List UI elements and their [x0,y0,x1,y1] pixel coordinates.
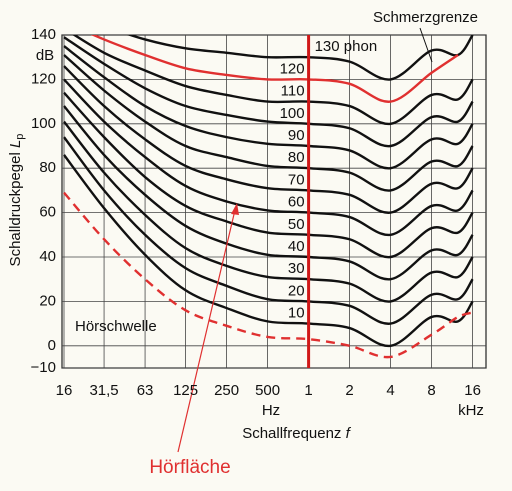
loudness-curve [63,36,474,148]
y-tick-label: −10 [31,359,56,376]
x-tick-label: 1 [304,382,312,399]
x-axis-symbol: f [346,425,352,442]
series-label: 20 [288,282,305,299]
y-tick-label: 100 [31,115,56,132]
pain-threshold-label: Schmerzgrenze [373,9,478,26]
pain-pointer [419,27,433,63]
y-unit: dB [36,47,54,64]
loudness-curve [72,35,474,126]
loudness-curve [126,35,474,81]
arrow-head [231,203,239,215]
series-label: 120 [280,60,305,77]
x-unit-hz: Hz [262,402,280,419]
loudness-curve [63,105,474,281]
loudness-curve [63,45,474,170]
series-label: 60 [288,194,305,211]
x-tick-label: 2 [345,382,353,399]
series-label: 50 [288,216,305,233]
series-label: 100 [280,105,305,122]
series-label: 70 [288,171,305,188]
x-tick-label: 125 [173,382,198,399]
series-label: 130 phon [315,38,378,55]
x-tick-label: 31,5 [89,382,118,399]
x-unit-khz: kHz [458,402,484,419]
hearing-area-arrow [177,209,236,453]
y-tick-label: 40 [39,248,56,265]
x-axis-label-text: Schallfrequenz [242,425,341,442]
x-tick-label: 16 [464,382,481,399]
series-label: 10 [288,305,305,322]
grid [62,34,486,369]
series-label: Hörschwelle [75,318,157,335]
series-label: 30 [288,260,305,277]
y-tick-label: 0 [48,337,56,354]
loudness-curve [63,191,473,359]
series-label: 40 [288,238,305,255]
loudness-curve [63,65,474,214]
y-axis-label-text: Schalldruckpegel [7,152,24,266]
x-tick-label: 63 [137,382,154,399]
hearing-area-label: Hörfläche [149,457,230,478]
x-tick-label: 250 [214,382,239,399]
y-axis-subscript: p [14,134,26,140]
y-tick-label: 140 [31,26,56,43]
loudness-curve [63,78,474,237]
y-tick-label: 80 [39,159,56,176]
series-label: 80 [288,149,305,166]
loudness-curve [63,91,474,259]
x-tick-label: 8 [427,382,435,399]
loudness-curve [90,35,459,103]
y-tick-label: 60 [39,204,56,221]
x-tick-label: 16 [56,382,73,399]
y-axis-symbol: L [7,140,24,148]
curves [63,35,474,359]
series-label: 110 [281,83,305,100]
x-tick-label: 500 [255,382,280,399]
y-tick-label: 20 [39,292,56,309]
y-tick-label: 120 [31,70,56,87]
y-axis-label: Schalldruckpegel Lp [7,134,26,267]
x-axis-label: Schallfrequenz f [242,425,351,442]
loudness-curve [63,54,474,192]
loudness-curve [63,120,474,303]
x-tick-label: 4 [386,382,394,399]
series-label: 90 [288,127,305,144]
loudness-curve [63,136,474,325]
loudness-curve [63,154,474,348]
